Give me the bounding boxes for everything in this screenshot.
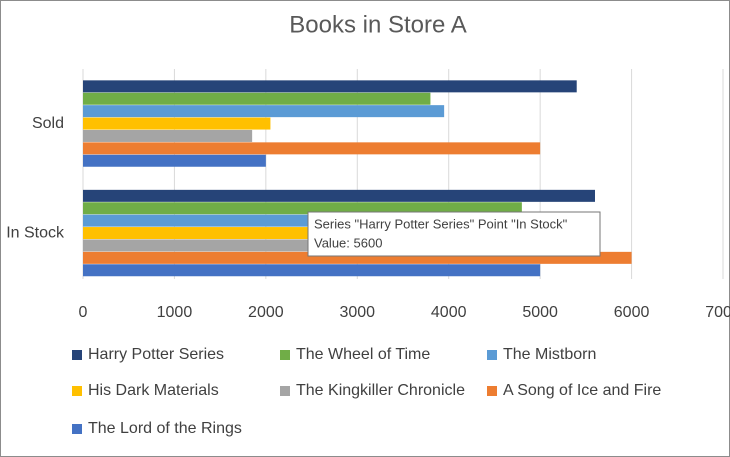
bar	[83, 227, 358, 240]
bar	[83, 142, 541, 155]
x-tick-label: 2000	[248, 304, 284, 321]
bar	[83, 80, 577, 93]
legend-swatch	[72, 386, 82, 396]
bar	[83, 264, 541, 277]
x-tick-label: 3000	[339, 304, 375, 321]
x-tick-label: 0	[79, 304, 88, 321]
bar	[83, 154, 266, 167]
legend-label: The Kingkiller Chronicle	[296, 382, 465, 399]
bar	[83, 117, 271, 130]
bar	[83, 239, 339, 252]
plot: 0 1000 2000 3000 4000 5000 6000 7000 Sold In Stoc…	[6, 69, 730, 437]
tooltip-line: Series "Harry Potter Series" Point "In S…	[314, 216, 568, 231]
bar	[83, 92, 431, 105]
legend-swatch	[280, 350, 290, 360]
tooltip: Series "Harry Potter Series" Point "In S…	[307, 211, 601, 257]
bar	[83, 202, 522, 215]
legend-label: The Mistborn	[503, 346, 596, 363]
x-tick-label: 5000	[522, 304, 558, 321]
legend-label: Harry Potter Series	[88, 346, 224, 363]
legend-swatch	[487, 386, 497, 396]
x-tick-label: 1000	[157, 304, 193, 321]
x-tick-label: 6000	[614, 304, 650, 321]
bar	[83, 189, 595, 202]
bar	[83, 129, 253, 142]
legend-label: A Song of Ice and Fire	[503, 382, 661, 399]
legend-label: The Lord of the Rings	[88, 420, 242, 437]
legend-label: The Wheel of Time	[296, 346, 430, 363]
legend-swatch	[72, 424, 82, 434]
legend-swatch	[487, 350, 497, 360]
y-tick-label: Sold	[32, 115, 64, 132]
x-tick-label: 7000	[705, 304, 730, 321]
legend-swatch	[72, 350, 82, 360]
tooltip-line: Value: 5600	[314, 235, 382, 250]
tooltip-box	[307, 211, 601, 257]
legend-label: His Dark Materials	[88, 382, 219, 399]
bar	[83, 214, 358, 227]
x-tick-label: 4000	[431, 304, 467, 321]
y-tick-label: In Stock	[6, 224, 65, 241]
legend-swatch	[280, 386, 290, 396]
chart-title: Books in Store A	[289, 11, 466, 38]
bar	[83, 105, 445, 118]
